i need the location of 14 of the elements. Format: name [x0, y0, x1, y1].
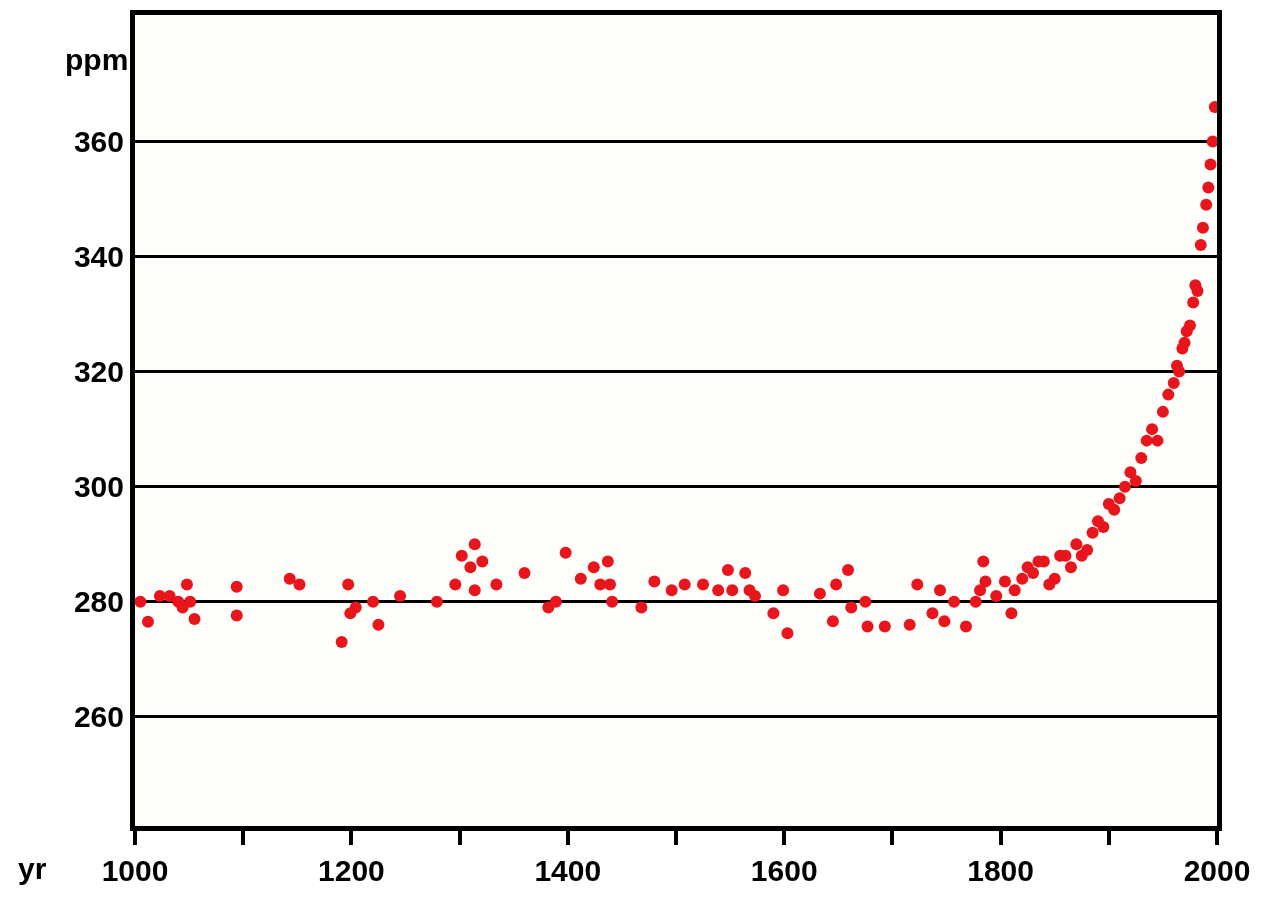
x-tick-label: 1200 [318, 854, 385, 887]
x-tick-label: 1600 [750, 854, 818, 887]
y-tick-label: 340 [73, 240, 124, 274]
x-tick-label: 1800 [967, 854, 1034, 887]
y-axis-title: ppm [65, 43, 129, 76]
x-tick-label: 1400 [534, 854, 602, 887]
y-tick-label: 260 [73, 700, 124, 734]
y-tick-label: 360 [73, 125, 124, 159]
x-tick-label: 2000 [1183, 854, 1251, 887]
y-tick-label: 280 [73, 585, 124, 619]
y-tick-label: 320 [73, 355, 124, 389]
y-tick-label: 300 [73, 470, 124, 504]
x-tick-label: 1000 [101, 854, 169, 887]
x-axis-title: yr [18, 852, 47, 885]
